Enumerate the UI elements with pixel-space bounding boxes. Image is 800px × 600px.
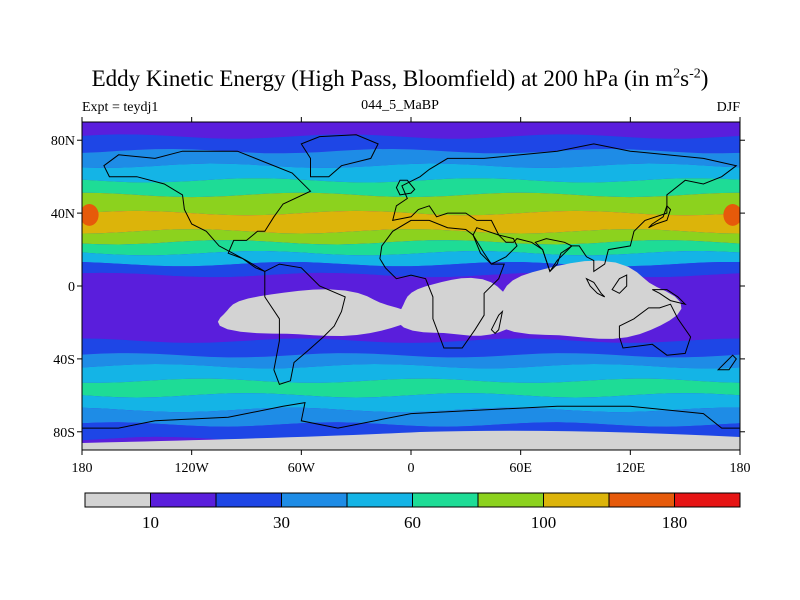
field-band (82, 378, 740, 398)
colorbar-swatch (346, 492, 413, 508)
sumatra-coastline (585, 277, 606, 298)
africa-coastline (379, 219, 505, 349)
field-band (82, 178, 740, 198)
y-tick-label: 40N (51, 207, 75, 222)
madagascar-coastline (490, 309, 504, 335)
axis-ticks: 180 120W 60W 0 60E 120E 180 80N 40N 0 40S 80S (51, 117, 751, 476)
colorbar-label: 30 (273, 513, 290, 532)
eurasia-coastline (392, 143, 738, 273)
colorbar-swatch (281, 492, 348, 508)
colorbar-label: 10 (142, 513, 159, 532)
y-tick-label: 0 (68, 280, 75, 295)
colorbar-swatch (477, 492, 544, 508)
colorbar-label: 100 (531, 513, 557, 532)
x-tick-label: 120E (616, 461, 646, 476)
peak-eke-region (723, 204, 740, 226)
arabia-coastline (472, 227, 518, 265)
field-band (82, 353, 740, 369)
colorbar-label: 180 (662, 513, 688, 532)
colorbar-swatch (608, 492, 675, 508)
north-america-coastline (103, 150, 312, 272)
field-band (82, 240, 740, 256)
run-id-label: 044_5_MaBP (361, 98, 439, 113)
colorbar-swatch (150, 492, 217, 508)
south-america-coastline (264, 263, 346, 386)
chart-title: Eddy Kinetic Energy (High Pass, Bloomfie… (91, 66, 709, 91)
season-label: DJF (716, 100, 740, 115)
field-band (82, 393, 740, 413)
antarctica-coastline (82, 401, 740, 450)
colorbar-swatch (674, 492, 741, 508)
antarctic-low-region (82, 430, 740, 450)
x-tick-label: 180 (72, 461, 93, 476)
borneo-coastline (611, 274, 628, 294)
field-band (82, 122, 740, 139)
new-zealand-coastline (716, 354, 737, 371)
japan-coastline (648, 204, 672, 229)
field-band (82, 338, 740, 358)
colorbar-swatch (543, 492, 610, 508)
south-america-low (217, 289, 413, 336)
x-tick-label: 120W (175, 461, 210, 476)
coastlines (82, 134, 740, 450)
field-band (82, 192, 740, 216)
field-band (82, 149, 740, 168)
x-tick-label: 60E (509, 461, 532, 476)
y-tick-label: 80S (53, 426, 75, 441)
field-band (82, 364, 740, 383)
peak-eke-region (82, 204, 99, 226)
field-band (82, 407, 740, 427)
y-tick-label: 80N (51, 134, 75, 149)
field-band (82, 210, 740, 234)
x-tick-label: 180 (730, 461, 751, 476)
field-band (82, 229, 740, 245)
british-isles-coastline (395, 179, 416, 196)
greenland-coastline (300, 134, 379, 178)
experiment-label: Expt = teydj1 (82, 100, 159, 115)
colorbar: 10 30 60 100 180 (84, 492, 741, 532)
y-tick-label: 40S (53, 353, 75, 368)
colorbar-swatch (215, 492, 282, 508)
colorbar-swatch (412, 492, 479, 508)
x-tick-label: 0 (408, 461, 415, 476)
colorbar-label: 60 (404, 513, 421, 532)
maritime-continent-low (492, 260, 682, 339)
x-tick-label: 60W (288, 461, 316, 476)
australia-coastline (618, 303, 692, 356)
field-band (82, 163, 740, 183)
india-coastline (534, 238, 573, 273)
new-guinea-coastline (652, 289, 687, 306)
field-band (82, 134, 740, 154)
colorbar-swatch (84, 492, 151, 508)
